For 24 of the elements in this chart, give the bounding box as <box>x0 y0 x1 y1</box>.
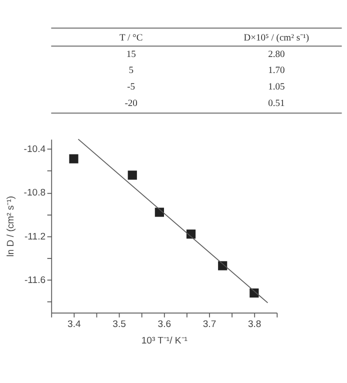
text: 15 <box>126 48 136 60</box>
text: -20 <box>124 98 138 109</box>
text: 0.51 <box>268 98 285 109</box>
x-axis-title: 10³ T⁻¹/ K⁻¹ <box>141 335 188 346</box>
text: D×10⁵ / (cm² s⁻¹) <box>244 32 310 44</box>
point <box>128 170 137 180</box>
y-tick-label: -11.2 <box>24 231 46 242</box>
x-tick-label: 3.4 <box>68 318 82 330</box>
x-tick-label: 3.6 <box>158 318 172 330</box>
point <box>69 154 78 164</box>
x-tick-label: 3.5 <box>112 318 126 330</box>
x-tick-label: 3.7 <box>202 318 216 330</box>
text: -5 <box>127 82 136 93</box>
y-tick-label: -11.6 <box>24 274 46 286</box>
y-tick-label: -10.4 <box>24 144 46 156</box>
text: 5 <box>128 65 134 76</box>
point <box>154 208 164 217</box>
text: 2.80 <box>268 48 285 60</box>
text: 1.70 <box>268 65 285 76</box>
x-tick-label: 3.8 <box>248 318 262 330</box>
y-axis-title: ln D / (cm² s⁻¹) <box>5 196 16 257</box>
text: 1.05 <box>268 82 285 93</box>
text: T / °C <box>119 32 143 44</box>
y-tick-label: -10.8 <box>24 188 46 199</box>
